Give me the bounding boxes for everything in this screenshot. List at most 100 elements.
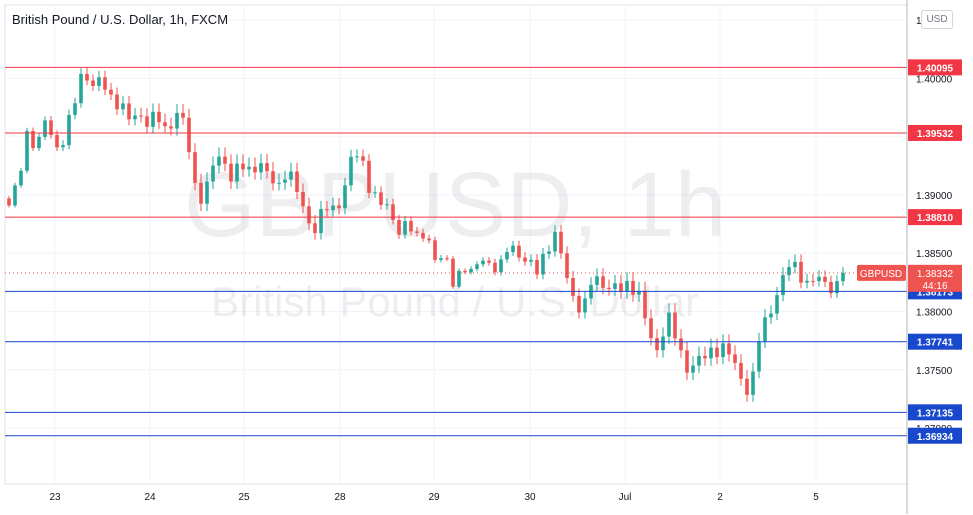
- candle-body: [67, 114, 71, 146]
- level-price-tag: [908, 333, 962, 350]
- candle-body: [421, 232, 425, 239]
- candle-body: [187, 117, 191, 153]
- candle-body: [463, 270, 467, 273]
- candle-body: [499, 259, 503, 273]
- last-price-text: 1.38332: [917, 269, 954, 280]
- candle-body: [523, 257, 527, 262]
- symbol-tag: [857, 264, 906, 281]
- candle-body: [79, 73, 83, 104]
- candle-body: [493, 262, 497, 273]
- candle-body: [625, 280, 629, 292]
- candle-body: [547, 251, 551, 254]
- candle-body: [841, 272, 845, 282]
- candle-body: [805, 280, 809, 283]
- candle-body: [631, 280, 635, 295]
- candle-body: [487, 260, 491, 263]
- candle-body: [457, 270, 461, 287]
- candle-body: [313, 223, 317, 234]
- candle-body: [337, 205, 341, 209]
- candle-body: [91, 80, 95, 87]
- candle-body: [307, 206, 311, 224]
- candle-body: [649, 318, 653, 339]
- candle-body: [13, 185, 17, 206]
- candle-body: [739, 362, 743, 379]
- candle-body: [439, 258, 443, 260]
- currency-button[interactable]: USD: [921, 10, 953, 29]
- candle-body: [601, 276, 605, 288]
- candle-body: [31, 131, 35, 149]
- candle-body: [793, 261, 797, 268]
- x-tick-label: 29: [428, 492, 440, 503]
- watermark-symbol: GBPUSD, 1h: [184, 154, 726, 256]
- candle-body: [583, 298, 587, 313]
- y-tick-label: 1.38000: [916, 308, 953, 319]
- candle-body: [769, 313, 773, 318]
- chart-title: British Pound / U.S. Dollar, 1h, FXCM: [12, 12, 229, 27]
- candle-body: [409, 221, 413, 232]
- candle-body: [775, 295, 779, 314]
- candles: [7, 67, 845, 402]
- candle-body: [217, 156, 221, 166]
- candle-body: [787, 267, 791, 276]
- candle-body: [553, 231, 557, 252]
- candle-body: [721, 343, 725, 358]
- level-price-text: 1.39532: [917, 129, 954, 140]
- candle-body: [697, 355, 701, 366]
- x-tick-label: 2: [717, 492, 723, 503]
- candle-body: [367, 160, 371, 193]
- candle-body: [469, 268, 473, 273]
- level-price-text: 1.37741: [917, 338, 954, 349]
- candle-body: [289, 171, 293, 180]
- candle-body: [703, 355, 707, 359]
- candle-body: [751, 371, 755, 395]
- candle-body: [343, 185, 347, 209]
- candle-body: [271, 171, 275, 184]
- candle-body: [823, 276, 827, 282]
- horizontal-lines: [5, 66, 907, 437]
- symbol-tag-text: GBPUSD: [860, 269, 902, 280]
- candle-body: [19, 170, 23, 186]
- candle-body: [541, 253, 545, 275]
- y-tick-label: 1.40000: [916, 74, 953, 85]
- candle-body: [415, 231, 419, 233]
- candle-body: [385, 204, 389, 206]
- candle-body: [37, 136, 41, 149]
- candle-body: [265, 163, 269, 172]
- candle-body: [673, 312, 677, 339]
- candle-body: [733, 354, 737, 363]
- candle-body: [433, 240, 437, 260]
- candle-body: [595, 276, 599, 285]
- candle-body: [613, 283, 617, 289]
- level-price-text: 1.38810: [917, 213, 954, 224]
- x-tick-label: 23: [49, 492, 61, 503]
- candle-body: [829, 281, 833, 294]
- level-price-tag: [908, 124, 962, 141]
- candle-body: [205, 181, 209, 204]
- candle-body: [55, 135, 59, 148]
- candle-body: [85, 73, 89, 81]
- candle-body: [799, 261, 803, 283]
- level-price-text: 1.38173: [917, 287, 954, 298]
- candle-body: [817, 276, 821, 282]
- countdown-text: 44:16: [922, 281, 947, 292]
- candle-body: [109, 89, 113, 95]
- candle-body: [619, 283, 623, 292]
- candle-body: [685, 350, 689, 373]
- candle-body: [235, 163, 239, 182]
- candle-body: [565, 253, 569, 279]
- candle-body: [103, 77, 107, 90]
- candle-body: [49, 120, 53, 136]
- candle-body: [661, 336, 665, 351]
- level-price-tag: [908, 427, 962, 444]
- candle-body: [229, 163, 233, 182]
- candle-body: [247, 166, 251, 170]
- price-labels: 1.40095 1.39532 1.38810 1.38173 1.37741 1.371…: [857, 59, 962, 444]
- candle-body: [61, 145, 65, 148]
- candle-body: [349, 156, 353, 186]
- y-tick-label: 1.38500: [916, 249, 953, 260]
- level-price-text: 1.40095: [917, 63, 954, 74]
- candle-body: [331, 205, 335, 211]
- candle-body: [355, 156, 359, 158]
